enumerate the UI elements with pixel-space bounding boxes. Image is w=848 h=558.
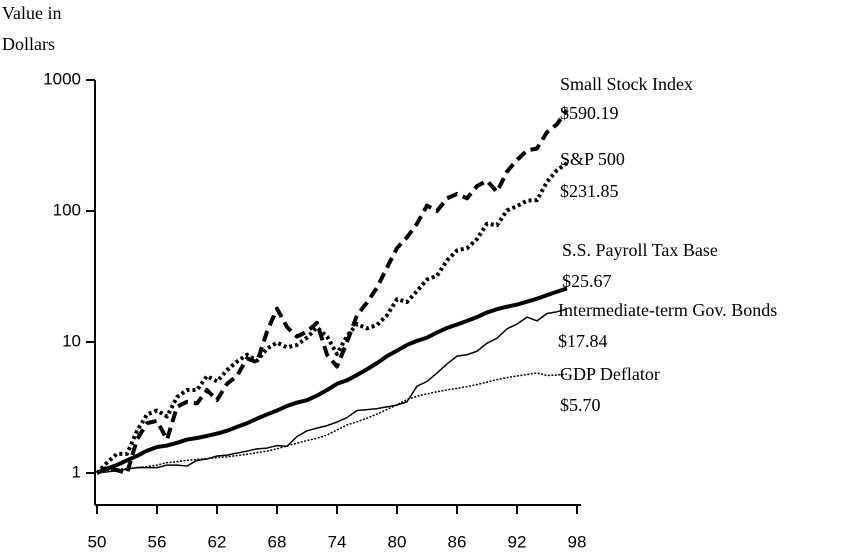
x-tick-label: 74 xyxy=(328,532,347,551)
series-line xyxy=(96,286,568,475)
x-tick-label: 98 xyxy=(568,532,587,551)
series-line xyxy=(96,308,568,474)
value-label: $25.67 xyxy=(562,271,612,291)
series-label: S.S. Payroll Tax Base xyxy=(562,240,718,260)
x-tick-label: 92 xyxy=(508,532,527,551)
x-tick-label: 68 xyxy=(268,532,287,551)
x-tick-label: 56 xyxy=(148,532,167,551)
series-label: Small Stock Index xyxy=(560,74,693,94)
y-axis-label: Value in xyxy=(2,3,61,23)
value-label: $590.19 xyxy=(560,103,619,123)
y-axis-label: Dollars xyxy=(2,34,55,54)
series-line xyxy=(95,161,569,475)
x-tick-label: 50 xyxy=(88,532,107,551)
x-tick-label: 62 xyxy=(208,532,227,551)
y-tick-label: 1 xyxy=(72,463,81,482)
y-tick-label: 100 xyxy=(53,200,81,219)
series-label: Intermediate-term Gov. Bonds xyxy=(558,300,777,320)
series-line xyxy=(96,108,569,476)
x-tick-label: 86 xyxy=(448,532,467,551)
y-tick-label: 10 xyxy=(62,331,81,350)
value-label: $5.70 xyxy=(560,395,601,415)
series-line xyxy=(96,372,568,474)
x-tick-label: 80 xyxy=(388,532,407,551)
value-label: $17.84 xyxy=(558,331,608,351)
series-label: GDP Deflator xyxy=(560,364,660,384)
series-label: S&P 500 xyxy=(560,149,625,169)
y-tick-label: 1000 xyxy=(43,69,81,88)
value-label: $231.85 xyxy=(560,181,619,201)
